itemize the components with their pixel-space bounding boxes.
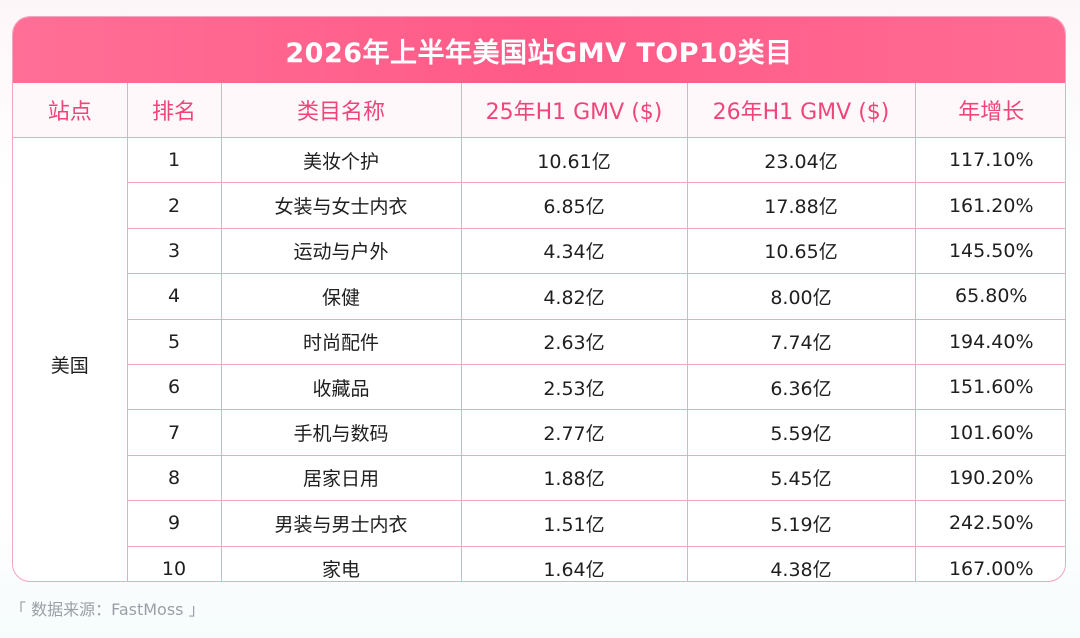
cell-rank: 10 — [127, 546, 222, 581]
header-rank: 排名 — [127, 83, 222, 138]
cell-category: 保健 — [221, 273, 462, 320]
table-row: 6 收藏品 2.53亿 6.36亿 151.60% — [13, 364, 1065, 411]
cell-growth: 101.60% — [915, 409, 1065, 456]
table-row: 7 手机与数码 2.77亿 5.59亿 101.60% — [13, 409, 1065, 456]
cell-category: 时尚配件 — [221, 319, 462, 365]
cell-growth: 151.60% — [915, 364, 1065, 411]
cell-rank: 6 — [127, 364, 222, 411]
cell-gmv26: 23.04亿 — [687, 137, 916, 184]
cell-rank: 3 — [127, 228, 222, 275]
cell-gmv26: 17.88亿 — [687, 182, 916, 229]
cell-growth: 117.10% — [915, 137, 1065, 184]
gmv-table: 站点 排名 类目名称 25年H1 GMV ($) 26年H1 GMV ($) 年… — [13, 83, 1065, 581]
table-row: 5 时尚配件 2.63亿 7.74亿 194.40% — [13, 319, 1065, 365]
cell-category: 美妆个护 — [221, 137, 462, 184]
header-category: 类目名称 — [221, 83, 462, 138]
cell-gmv26: 4.38亿 — [687, 546, 916, 581]
cell-gmv25: 6.85亿 — [461, 182, 688, 229]
cell-growth: 190.20% — [915, 455, 1065, 502]
cell-gmv26: 5.45亿 — [687, 455, 916, 502]
cell-gmv25: 1.88亿 — [461, 455, 688, 502]
table-row: 3 运动与户外 4.34亿 10.65亿 145.50% — [13, 228, 1065, 275]
table-row: 9 男装与男士内衣 1.51亿 5.19亿 242.50% — [13, 500, 1065, 547]
cell-growth: 145.50% — [915, 228, 1065, 275]
cell-category: 男装与男士内衣 — [221, 500, 462, 547]
cell-rank: 4 — [127, 273, 222, 320]
table-row: 10 家电 1.64亿 4.38亿 167.00% — [13, 546, 1065, 581]
cell-gmv25: 2.63亿 — [461, 319, 688, 365]
cell-rank: 7 — [127, 409, 222, 456]
cell-gmv25: 2.53亿 — [461, 364, 688, 411]
cell-category: 家电 — [221, 546, 462, 581]
table-row: 4 保健 4.82亿 8.00亿 65.80% — [13, 273, 1065, 320]
cell-category: 运动与户外 — [221, 228, 462, 275]
cell-rank: 1 — [127, 137, 222, 184]
table-row: 美国 1 美妆个护 10.61亿 23.04亿 117.10% — [13, 137, 1065, 581]
cell-rank: 2 — [127, 182, 222, 229]
cell-rank: 8 — [127, 455, 222, 502]
cell-growth: 242.50% — [915, 500, 1065, 547]
cell-growth: 167.00% — [948, 557, 1034, 580]
cell-rank: 5 — [127, 319, 222, 365]
header-row: 站点 排名 类目名称 25年H1 GMV ($) 26年H1 GMV ($) 年… — [13, 83, 1065, 138]
cell-gmv25: 2.77亿 — [461, 409, 688, 456]
cell-category: 居家日用 — [221, 455, 462, 502]
cell-rank: 9 — [127, 500, 222, 547]
table-title: 2026年上半年美国站GMV TOP10类目 — [13, 17, 1065, 83]
cell-gmv26: 10.65亿 — [687, 228, 916, 275]
cell-category: 手机与数码 — [221, 409, 462, 456]
cell-growth: 194.40% — [915, 319, 1065, 365]
cell-gmv26: 5.59亿 — [687, 409, 916, 456]
header-site: 站点 — [13, 83, 128, 138]
table-row: 2 女装与女士内衣 6.85亿 17.88亿 161.20% — [13, 182, 1065, 229]
cell-growth: 161.20% — [915, 182, 1065, 229]
cell-gmv26: 8.00亿 — [687, 273, 916, 320]
header-gmv25: 25年H1 GMV ($) — [461, 83, 688, 138]
cell-gmv26: 7.74亿 — [687, 319, 916, 365]
cell-gmv26: 6.36亿 — [687, 364, 916, 411]
cell-category: 收藏品 — [221, 364, 462, 411]
cell-gmv25: 4.34亿 — [461, 228, 688, 275]
data-source: 「 数据来源：FastMoss 」 — [10, 600, 205, 619]
table-row: 8 居家日用 1.88亿 5.45亿 190.20% — [13, 455, 1065, 502]
cell-gmv26: 5.19亿 — [687, 500, 916, 547]
table-body: 美国 1 美妆个护 10.61亿 23.04亿 117.10% 2 女装与女士内衣 6.85亿 1… — [13, 137, 1065, 581]
cell-gmv25: 4.82亿 — [461, 273, 688, 320]
header-growth: 年增长 — [915, 83, 1065, 138]
cell-site: 美国 — [13, 137, 128, 581]
cell-gmv25: 1.51亿 — [461, 500, 688, 547]
cell-category: 女装与女士内衣 — [221, 182, 462, 229]
cell-gmv25: 1.64亿 — [461, 546, 688, 581]
header-gmv26: 26年H1 GMV ($) — [687, 83, 916, 138]
cell-growth: 65.80% — [915, 273, 1065, 320]
table-card: 2026年上半年美国站GMV TOP10类目 站点 排名 类目名称 25年H1 … — [12, 16, 1066, 582]
cell-gmv25: 10.61亿 — [461, 137, 688, 184]
